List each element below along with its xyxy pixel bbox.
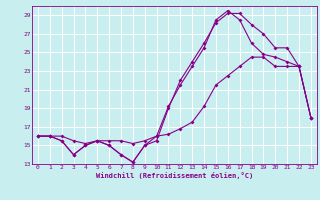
X-axis label: Windchill (Refroidissement éolien,°C): Windchill (Refroidissement éolien,°C): [96, 172, 253, 179]
